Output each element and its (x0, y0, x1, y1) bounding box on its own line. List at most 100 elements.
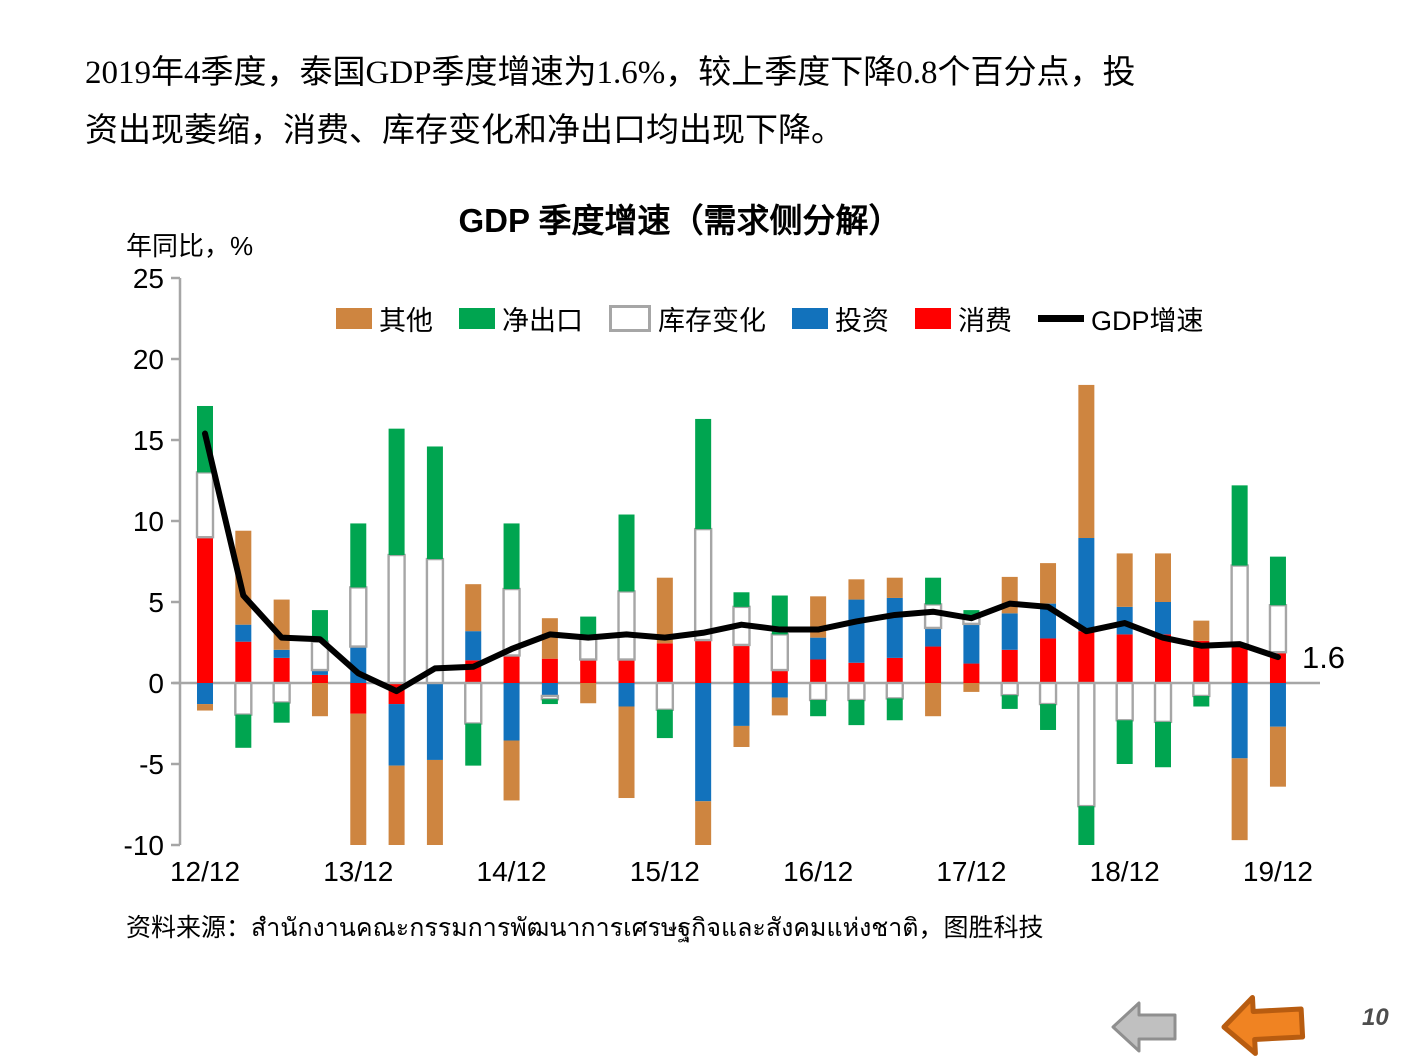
bar-segment-净出口 (1231, 485, 1248, 566)
chart-legend: 其他 净出口 库存变化 投资 消费 GDP增速 (336, 299, 1230, 338)
bar-segment-其他 (388, 765, 405, 845)
bar-segment-投资 (1155, 602, 1171, 635)
bar-segment-投资 (810, 637, 827, 660)
bar-segment-库存变化 (540, 694, 560, 701)
legend-color-swatch (792, 308, 828, 329)
y-tick-label: -5 (139, 749, 164, 780)
bar-segment-消费 (925, 646, 942, 683)
bar-segment-其他 (273, 599, 290, 650)
bar-segment-投资 (426, 683, 443, 760)
bar-segment-净出口 (810, 700, 827, 717)
back-arrow-gray-button[interactable] (1110, 1000, 1178, 1057)
bar-segment-库存变化 (1077, 681, 1096, 808)
bar-segment-库存变化 (502, 587, 521, 657)
bar-segment-库存变化 (808, 681, 828, 702)
headline-line-1: 2019年4季度，泰国GDP季度增速为1.6%，较上季度下降0.8个百分点，投 (85, 55, 1136, 91)
legend-label: GDP增速 (1091, 306, 1204, 336)
bar-segment-其他 (1231, 758, 1248, 841)
bar-segment-投资 (963, 623, 980, 664)
bar-segment-消费 (1116, 634, 1133, 683)
bar-segment-消费 (886, 657, 903, 683)
y-tick-label: 15 (133, 425, 164, 456)
line-end-value-label: 1.6 (1302, 640, 1345, 675)
y-tick-label: -10 (124, 830, 164, 861)
bar-segment-其他 (1193, 620, 1210, 641)
bar-segment-净出口 (235, 714, 252, 748)
bar-segment-其他 (1116, 553, 1133, 607)
page-number: 10 (1362, 1004, 1389, 1031)
bar-segment-净出口 (580, 616, 597, 637)
left-arrow-icon (1111, 1001, 1177, 1053)
bar-segment-库存变化 (847, 681, 866, 702)
bar-segment-消费 (771, 670, 788, 683)
bar-segment-净出口 (1078, 806, 1095, 845)
x-tick-label: 14/12 (477, 856, 547, 887)
bar-segment-投资 (1078, 538, 1095, 632)
bar-segment-净出口 (618, 514, 635, 592)
bar-segment-库存变化 (387, 553, 406, 685)
bar-segment-净出口 (503, 523, 520, 590)
bar-segment-消费 (350, 683, 367, 714)
y-tick-label: 20 (133, 344, 164, 375)
bar-segment-库存变化 (1000, 681, 1019, 697)
bar-segment-消费 (1040, 638, 1057, 683)
bar-segment-其他 (656, 577, 673, 644)
bar-segment-投资 (1269, 683, 1286, 727)
bar-segment-库存变化 (1038, 681, 1058, 706)
legend-item-库存变化: 库存变化 (609, 299, 766, 338)
bar-segment-投资 (733, 683, 750, 726)
bar-segment-其他 (197, 704, 213, 711)
legend-label: 库存变化 (658, 306, 766, 336)
headline: 2019年4季度，泰国GDP季度增速为1.6%，较上季度下降0.8个百分点，投 … (85, 44, 1385, 160)
back-arrow-orange-button[interactable] (1218, 991, 1307, 1058)
bar-segment-消费 (695, 640, 712, 683)
bar-segment-净出口 (311, 610, 328, 642)
x-tick-label: 13/12 (323, 856, 393, 887)
source-line: 资料来源：สำนักงานคณะกรรมการพัฒนาการเศรษฐกิจแ… (126, 915, 1044, 942)
bar-segment-投资 (848, 599, 865, 663)
legend-color-swatch (915, 308, 951, 329)
bar-segment-库存变化 (464, 681, 483, 725)
bar-segment-消费 (197, 537, 213, 683)
bar-segment-投资 (695, 683, 712, 802)
legend-item-消费: 消费 (915, 299, 1012, 338)
bar-segment-投资 (235, 624, 252, 642)
bar-segment-库存变化 (425, 557, 445, 685)
bar-segment-净出口 (350, 523, 367, 588)
bar-segment-净出口 (1193, 695, 1210, 707)
bar-segment-净出口 (963, 610, 980, 618)
bar-segment-库存变化 (1268, 604, 1288, 654)
y-tick-label: 25 (133, 263, 164, 294)
bar-segment-其他 (1269, 726, 1286, 787)
bar-segment-投资 (273, 649, 290, 658)
gdp-growth-line (202, 430, 1281, 695)
gdp-decomposition-chart: 25 20 15 10 5 0 -5 -10 1.6 12/12 13/12 14/12 15/12 16… (124, 263, 1346, 887)
bar-segment-库存变化 (234, 681, 253, 716)
legend-color-swatch (336, 308, 372, 329)
bar-segment-净出口 (273, 702, 290, 723)
legend-line-swatch (1038, 315, 1084, 322)
y-tick-label: 10 (133, 506, 164, 537)
bar-segment-其他 (1155, 553, 1171, 602)
bar-segment-消费 (1193, 640, 1210, 683)
bar-segment-其他 (541, 618, 558, 659)
bar-segment-其他 (426, 759, 443, 845)
bar-segment-净出口 (695, 418, 712, 530)
chart-title: GDP 季度增速（需求侧分解） (458, 202, 902, 239)
bar-segment-其他 (311, 683, 328, 717)
x-tick-label: 17/12 (936, 856, 1006, 887)
bar-segment-库存变化 (1192, 681, 1211, 698)
bar-segment-投资 (1231, 683, 1248, 759)
bar-segment-投资 (465, 631, 482, 661)
bar-segment-库存变化 (1115, 681, 1134, 722)
left-arrow-icon (1221, 995, 1306, 1056)
bar-segment-投资 (197, 683, 213, 705)
x-tick-label: 12/12 (170, 856, 240, 887)
bar-segment-净出口 (541, 699, 558, 705)
bar-segment-消费 (733, 644, 750, 683)
legend-label: 净出口 (502, 306, 583, 336)
x-tick-label: 19/12 (1243, 856, 1313, 887)
headline-line-2: 资出现萎缩，消费、库存变化和净出口均出现下降。 (85, 113, 844, 149)
